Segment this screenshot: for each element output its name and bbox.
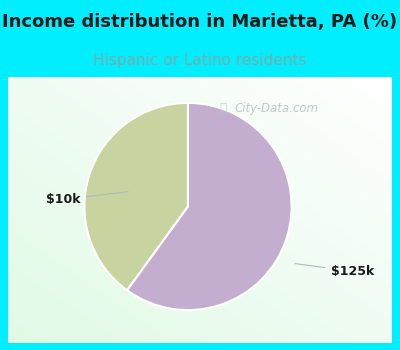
Text: $10k: $10k [46, 192, 128, 206]
Wedge shape [127, 103, 292, 310]
Wedge shape [84, 103, 188, 290]
Text: Income distribution in Marietta, PA (%): Income distribution in Marietta, PA (%) [2, 13, 398, 30]
Text: ⦾: ⦾ [219, 103, 227, 116]
Text: $125k: $125k [295, 264, 374, 278]
Text: City-Data.com: City-Data.com [235, 103, 319, 116]
Text: Hispanic or Latino residents: Hispanic or Latino residents [93, 52, 307, 68]
